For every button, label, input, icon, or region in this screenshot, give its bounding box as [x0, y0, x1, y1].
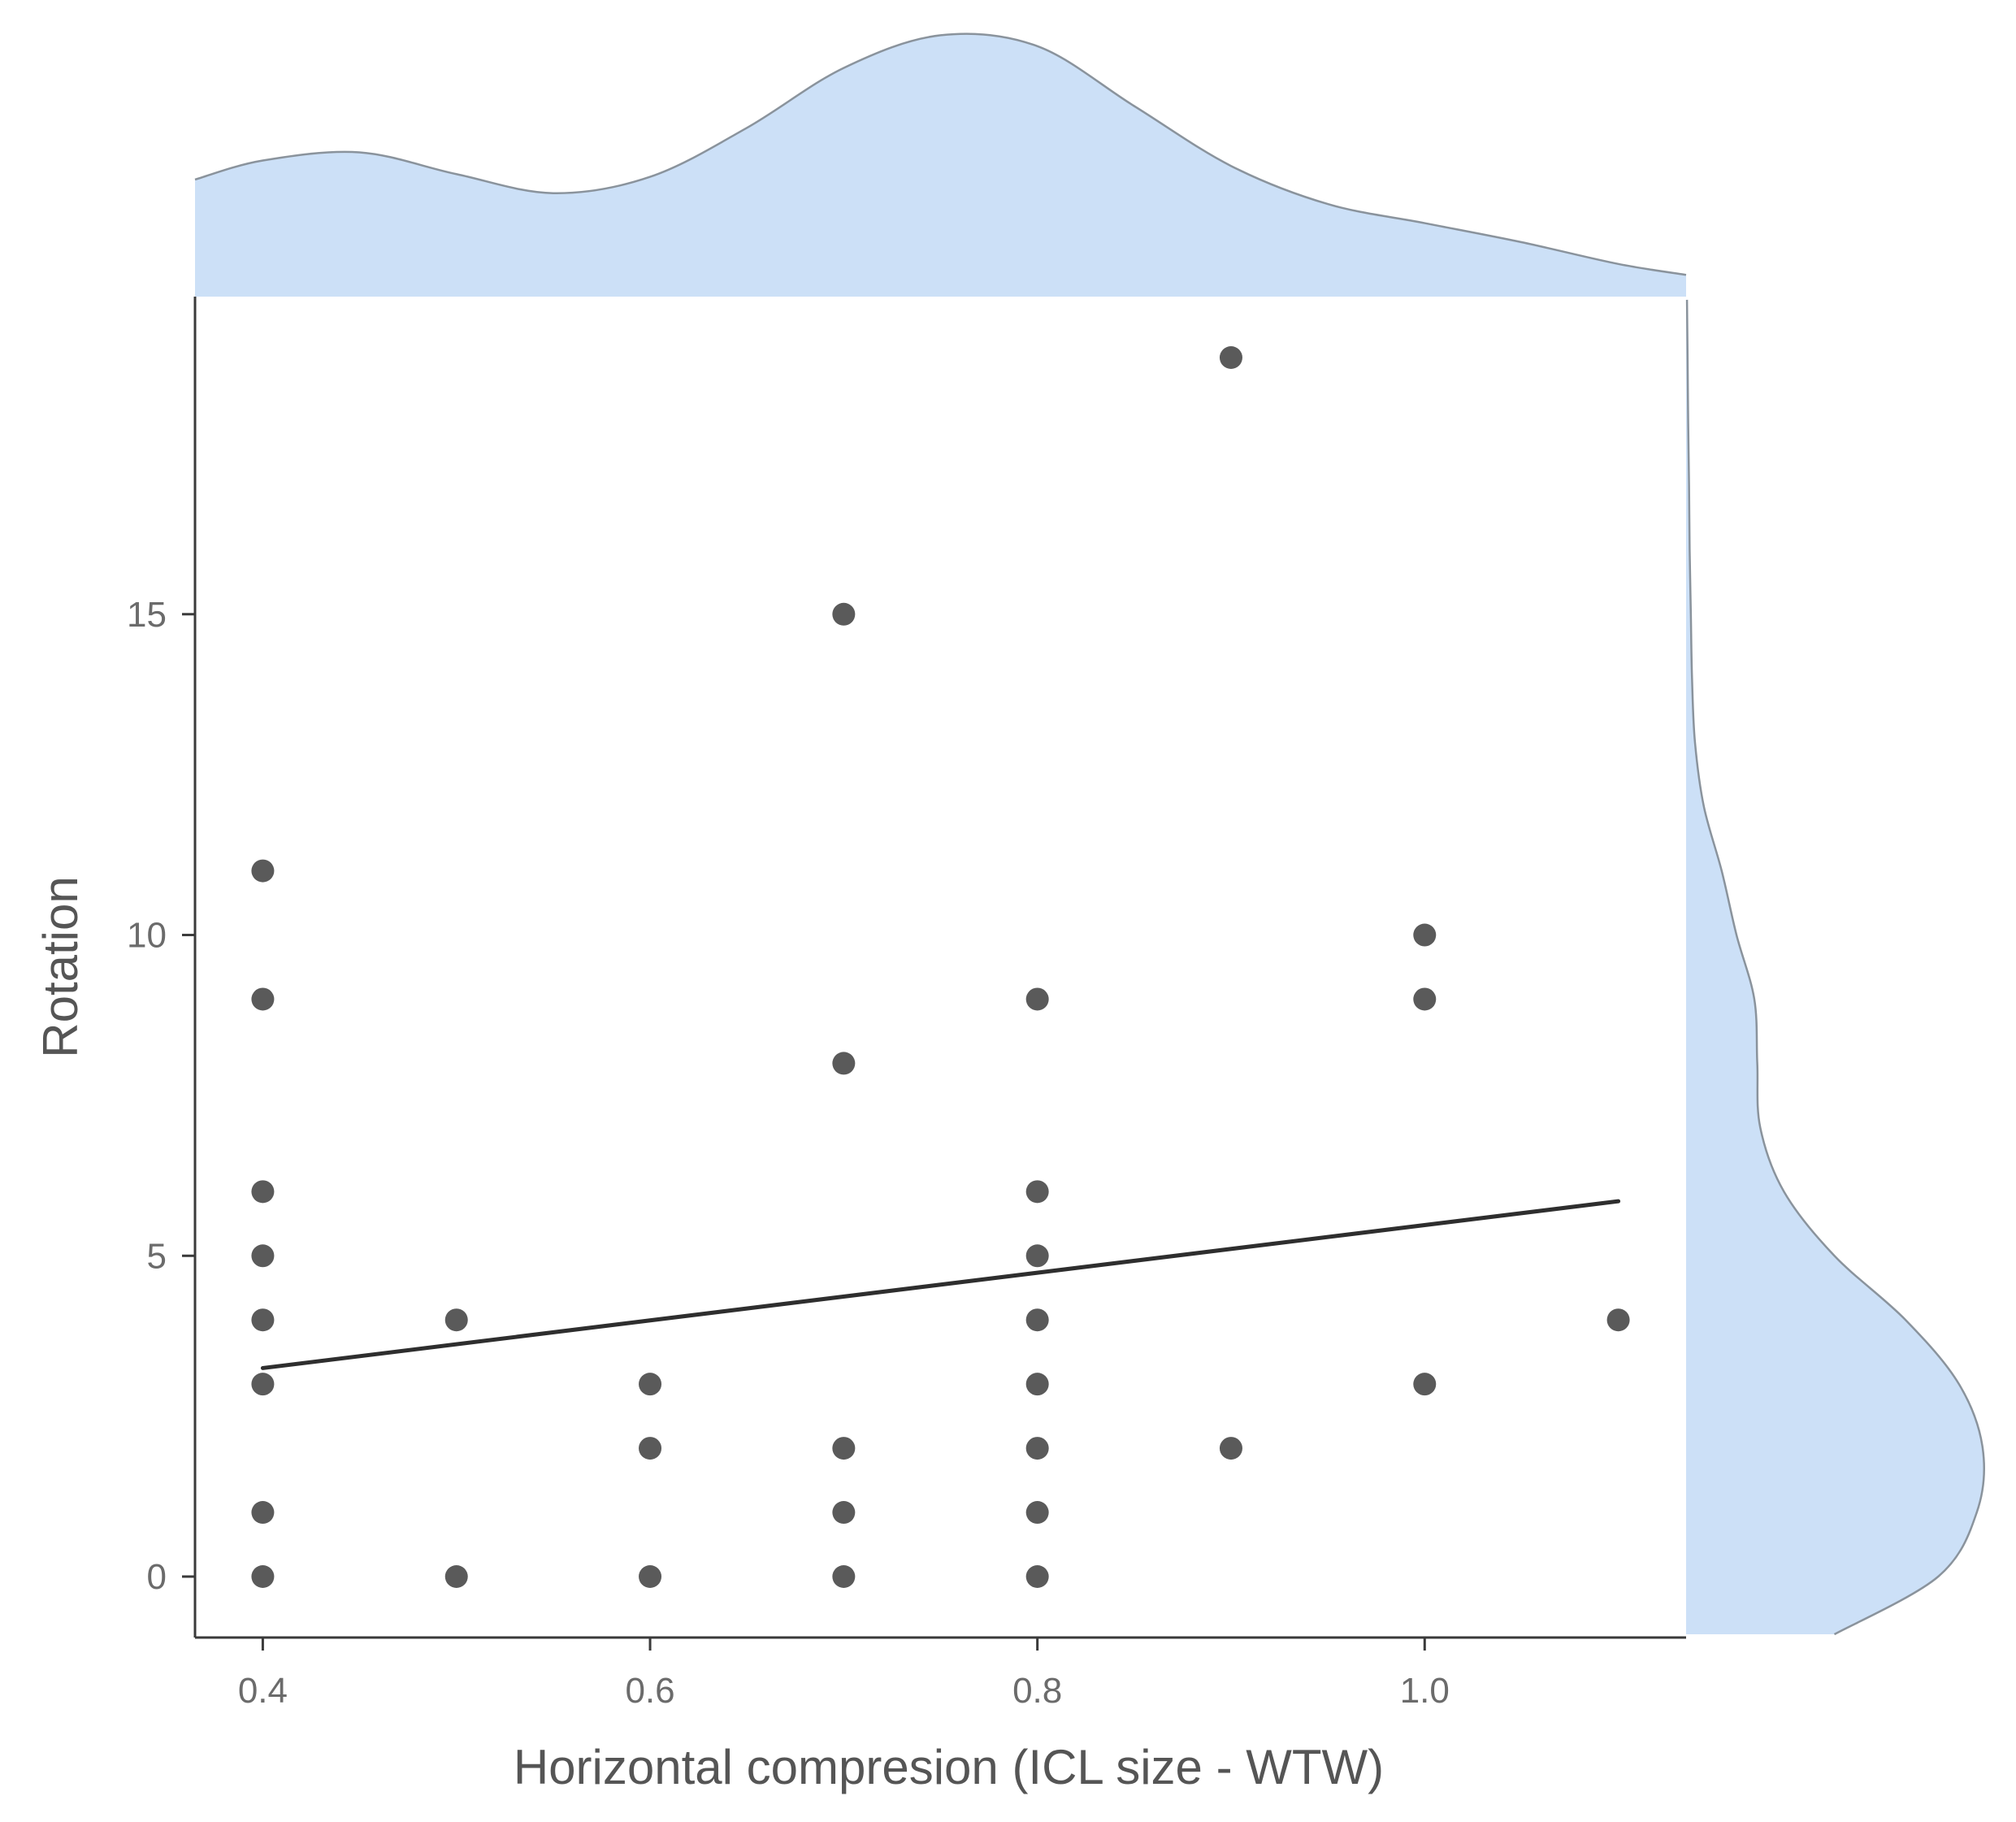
y-tick-label: 0 — [147, 1557, 167, 1597]
marginal-density-x — [194, 33, 1687, 297]
y-axis-ticks: 0 5 10 15 — [127, 595, 195, 1597]
y-tick-label: 5 — [147, 1236, 167, 1276]
data-point — [832, 1052, 856, 1075]
data-point — [1219, 1437, 1242, 1460]
marginal-density-y — [1685, 299, 1986, 1636]
data-point — [1606, 1308, 1630, 1332]
data-point — [1025, 1308, 1049, 1332]
data-point — [1025, 1244, 1049, 1268]
data-point — [1413, 1373, 1437, 1396]
y-tick-label: 10 — [127, 916, 167, 956]
axes — [193, 297, 1686, 1639]
data-point — [832, 1437, 856, 1460]
data-point — [251, 987, 275, 1011]
data-point — [251, 1180, 275, 1204]
data-point — [251, 1373, 275, 1396]
data-point — [1025, 1180, 1049, 1204]
data-point — [1025, 1565, 1049, 1588]
data-point — [1413, 923, 1437, 947]
data-point — [251, 1308, 275, 1332]
x-tick-label: 0.4 — [238, 1671, 288, 1711]
data-point — [1025, 987, 1049, 1011]
data-point — [251, 859, 275, 883]
data-point — [251, 1501, 275, 1525]
marginal-x-fill — [195, 33, 1686, 297]
data-point — [832, 602, 856, 626]
data-point — [444, 1565, 468, 1588]
x-tick-label: 1.0 — [1400, 1671, 1450, 1711]
marginal-x-outline — [194, 33, 1687, 276]
marginal-y-fill — [1686, 299, 1984, 1635]
data-point — [639, 1565, 662, 1588]
data-point — [1025, 1373, 1049, 1396]
data-point — [251, 1244, 275, 1268]
y-tick-label: 15 — [127, 595, 167, 635]
data-point — [251, 1565, 275, 1588]
scatter-points — [251, 346, 1630, 1588]
data-point — [444, 1308, 468, 1332]
data-point — [1025, 1501, 1049, 1525]
x-tick-label: 0.8 — [1012, 1671, 1062, 1711]
regression-line-group — [260, 1199, 1621, 1370]
x-tick-label: 0.6 — [625, 1671, 674, 1711]
x-axis-ticks: 0.4 0.6 0.8 1.0 — [238, 1638, 1450, 1711]
data-point — [639, 1373, 662, 1396]
regression-line — [260, 1199, 1621, 1370]
data-point — [832, 1565, 856, 1588]
data-point — [639, 1437, 662, 1460]
data-point — [1413, 987, 1437, 1011]
data-point — [832, 1501, 856, 1525]
data-point — [1025, 1437, 1049, 1460]
y-axis-title: Rotation — [33, 876, 88, 1057]
marginal-y-outline — [1685, 299, 1986, 1636]
x-axis-title: Horizontal compresion (ICL size - WTW) — [514, 1740, 1384, 1794]
data-point — [1219, 346, 1242, 369]
